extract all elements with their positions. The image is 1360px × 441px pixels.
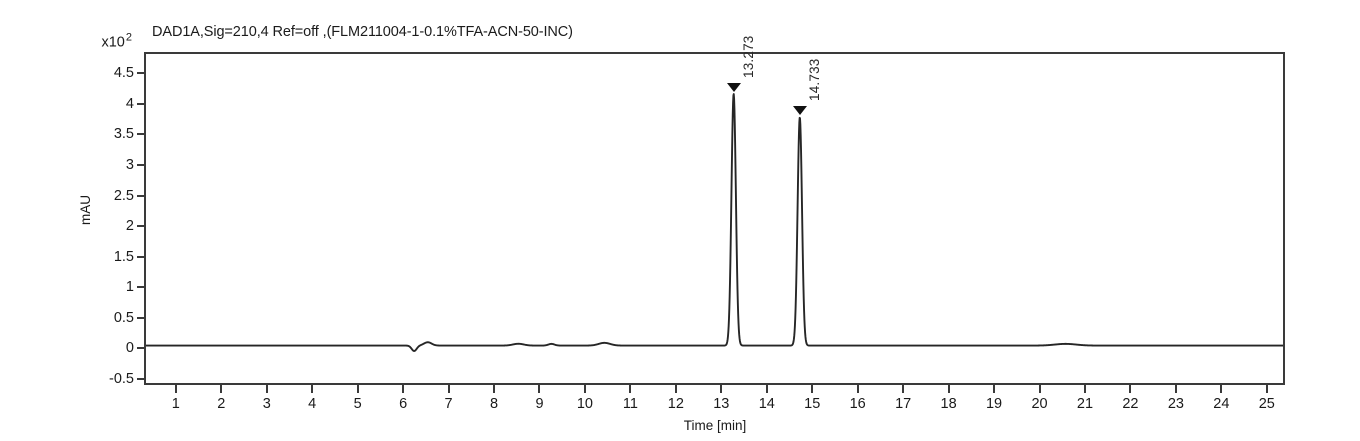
peak-apex-marker [793, 106, 808, 116]
y-axis-tick-mark [137, 102, 145, 105]
x-axis-tick-mark [811, 385, 814, 393]
x-axis-tick-label: 21 [1076, 396, 1094, 412]
y-axis-tick-mark [137, 255, 145, 258]
y-axis-tick-mark [137, 316, 145, 319]
chart-title: DAD1A,Sig=210,4 Ref=off ,(FLM211004-1-0.… [152, 24, 573, 40]
peak-retention-time-label: 13.273 [740, 35, 756, 78]
x-axis-tick-label: 2 [217, 396, 226, 412]
x-axis-tick-mark [1038, 385, 1041, 393]
x-axis-tick-label: 4 [308, 396, 317, 412]
y-axis-tick-mark [137, 72, 145, 75]
y-axis-tick-label: 3 [125, 157, 134, 174]
x-axis-label: Time [min] [683, 418, 747, 433]
y-axis-tick-label: 2.5 [113, 187, 134, 204]
x-axis-tick-label: 12 [667, 396, 684, 412]
x-axis-tick-label: 15 [804, 396, 821, 412]
y-axis-tick-mark [137, 133, 145, 136]
x-axis-tick-label: 6 [399, 396, 408, 412]
x-axis-tick-mark [1083, 385, 1086, 393]
x-axis-tick-mark [1265, 385, 1268, 393]
x-axis-tick-mark [856, 385, 859, 393]
y-axis-tick-mark [137, 286, 145, 289]
x-axis-tick-label: 22 [1122, 396, 1139, 412]
y-axis-tick-label: -0.5 [109, 370, 134, 387]
y-axis-tick-label: 4 [125, 95, 134, 112]
x-axis-tick-mark [993, 385, 996, 393]
x-axis-tick-label: 10 [576, 396, 594, 412]
x-axis-tick-mark [265, 385, 268, 393]
x-axis-tick-mark [1174, 385, 1177, 393]
x-axis-tick-label: 3 [262, 396, 271, 412]
y-axis-tick-label: 1 [125, 279, 134, 296]
x-axis-tick-label: 20 [1031, 396, 1048, 412]
y-axis-tick-mark [137, 377, 145, 380]
x-axis-tick-mark [720, 385, 723, 393]
x-axis-tick-label: 7 [444, 396, 453, 412]
y-axis-multiplier-exponent: 2 [125, 31, 132, 44]
x-axis-tick-label: 14 [758, 396, 775, 412]
x-axis-tick-mark [629, 385, 632, 393]
x-axis: 1 2 3 4 5 6 7 8 9 10 11 12 13 14 15 16 17 18 19 20 21 22 23 24 2… [0, 385, 1360, 441]
x-axis-tick-label: 25 [1258, 396, 1275, 412]
peak-apex-marker [726, 82, 741, 92]
x-axis-tick-mark [947, 385, 950, 393]
peak-retention-time-label: 14.733 [807, 58, 823, 102]
y-axis-label: mAU [78, 195, 93, 225]
chromatogram-trace [146, 54, 1283, 383]
x-axis-tick-mark [765, 385, 768, 393]
y-axis-tick-mark [137, 347, 145, 350]
x-axis-tick-mark [447, 385, 450, 393]
x-axis-tick-mark [493, 385, 496, 393]
x-axis-tick-label: 23 [1167, 396, 1184, 412]
x-axis-tick-mark [402, 385, 405, 393]
y-axis-multiplier-base: x10 [101, 34, 125, 51]
x-axis-tick-mark [1220, 385, 1223, 393]
x-axis-tick-label: 8 [489, 396, 499, 412]
x-axis-tick-mark [220, 385, 223, 393]
x-axis-tick-label: 11 [622, 396, 638, 412]
x-axis-tick-label: 1 [171, 396, 180, 412]
y-axis-tick-label: 0 [125, 340, 134, 357]
x-axis-tick-mark [174, 385, 177, 393]
y-axis-multiplier: x102 [101, 32, 132, 51]
x-axis-tick-label: 24 [1213, 396, 1230, 412]
x-axis-tick-mark [311, 385, 314, 393]
plot-area [144, 52, 1285, 385]
x-axis-tick-mark [674, 385, 677, 393]
x-axis-tick-label: 9 [535, 396, 544, 412]
x-axis-tick-mark [583, 385, 586, 393]
x-axis-tick-mark [356, 385, 359, 393]
x-axis-tick-mark [1129, 385, 1132, 393]
x-axis-tick-label: 17 [895, 396, 912, 412]
x-axis-tick-label: 5 [353, 396, 362, 412]
y-axis-tick-mark [137, 164, 145, 167]
y-axis-tick-label: 2 [125, 218, 134, 235]
y-axis-tick-mark [137, 194, 145, 197]
y-axis-tick-mark [137, 225, 145, 228]
y-axis-tick-label: 0.5 [113, 309, 134, 326]
y-axis-tick-label: 3.5 [113, 126, 134, 143]
y-axis-tick-label: 1.5 [113, 248, 134, 265]
x-axis-tick-label: 16 [849, 396, 866, 412]
x-axis-tick-label: 19 [985, 396, 1003, 412]
x-axis-tick-mark [538, 385, 541, 393]
x-axis-tick-label: 18 [940, 396, 957, 412]
y-axis-tick-label: 4.5 [113, 65, 134, 82]
x-axis-tick-label: 13 [713, 396, 730, 412]
y-axis: x102 mAU -0.5 0 0.5 1 1.5 2 2.5 3 3.5 4 4.5 [0, 0, 145, 441]
x-axis-tick-mark [902, 385, 905, 393]
